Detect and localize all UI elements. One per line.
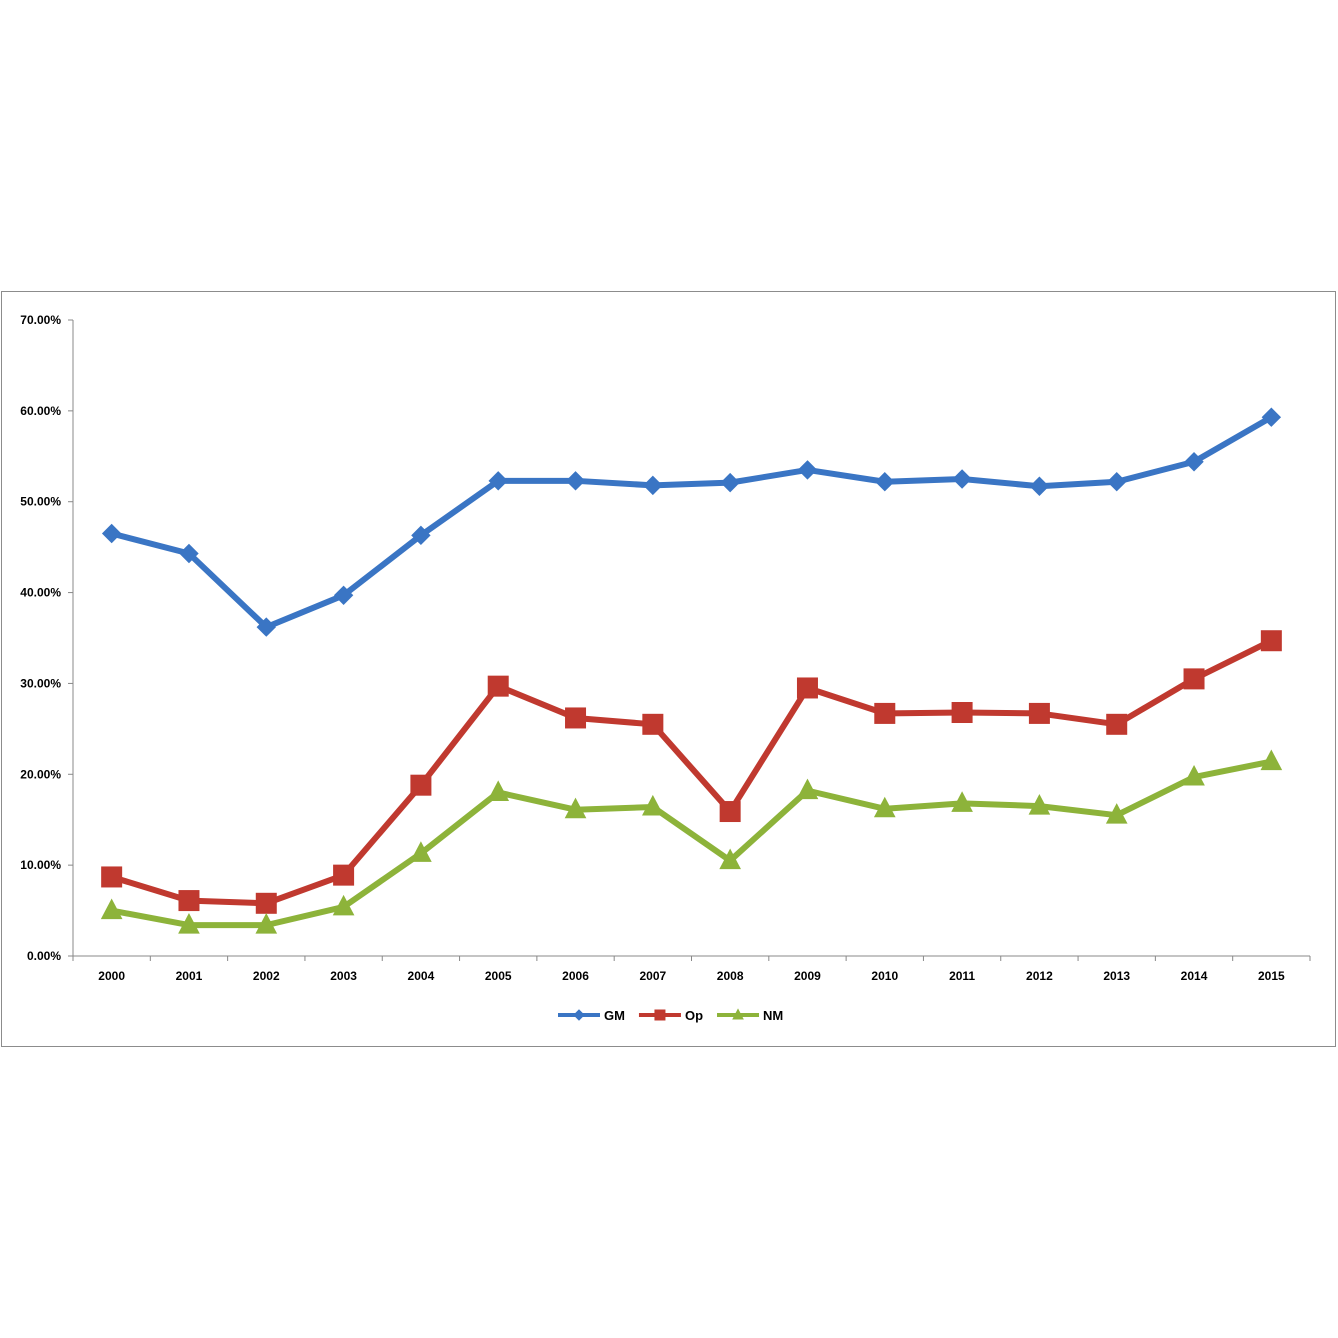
data-point-nm (951, 791, 973, 812)
data-point-nm (564, 797, 587, 819)
data-point-nm (796, 778, 819, 800)
x-tick-label: 2008 (717, 969, 744, 983)
y-tick-label: 40.00% (20, 586, 61, 600)
data-point-op (487, 675, 509, 697)
data-point-nm (487, 780, 510, 801)
x-tick-label: 2005 (485, 969, 512, 983)
series-line-gm (108, 414, 1275, 631)
data-point-gm (256, 617, 276, 637)
data-point-nm (873, 796, 896, 818)
data-point-nm (332, 894, 355, 916)
y-tick-label: 70.00% (20, 313, 61, 327)
data-point-nm (1028, 794, 1051, 815)
data-point-gm (875, 472, 895, 492)
legend-label-gm: GM (604, 1008, 625, 1023)
data-point-op (101, 866, 123, 888)
data-point-gm (720, 472, 740, 493)
legend-marker-nm (732, 1008, 744, 1020)
x-tick-label: 2013 (1103, 969, 1130, 983)
data-point-op (1028, 702, 1050, 724)
data-point-gm (1107, 472, 1127, 492)
x-tick-label: 2004 (408, 969, 435, 983)
series-line-nm (108, 758, 1275, 929)
data-point-nm (100, 898, 123, 920)
data-point-nm (178, 913, 200, 934)
data-point-gm (101, 523, 122, 544)
data-point-op (1260, 630, 1282, 652)
data-point-gm (1261, 407, 1282, 427)
data-point-op (1183, 668, 1205, 690)
data-point-nm (1183, 764, 1205, 786)
y-tick-label: 30.00% (20, 676, 61, 690)
data-point-gm (952, 469, 972, 489)
x-tick-label: 2001 (176, 969, 203, 983)
data-point-gm (565, 471, 586, 491)
x-tick-label: 2011 (949, 969, 975, 983)
data-point-op (178, 890, 200, 912)
x-tick-label: 2006 (562, 969, 589, 983)
x-tick-label: 2003 (330, 969, 357, 983)
x-tick-label: 2010 (871, 969, 898, 983)
data-point-op (255, 892, 277, 914)
x-tick-label: 2000 (98, 969, 125, 983)
y-tick-label: 60.00% (20, 404, 61, 418)
data-point-gm (179, 543, 199, 564)
x-tick-label: 2015 (1258, 969, 1285, 983)
y-tick-label: 50.00% (20, 495, 61, 509)
data-point-nm (410, 841, 432, 862)
data-point-gm (1184, 452, 1204, 472)
data-point-gm (643, 475, 663, 496)
data-point-gm (1029, 476, 1050, 496)
data-point-nm (719, 848, 741, 870)
data-point-op (719, 801, 741, 823)
data-point-gm (488, 471, 508, 491)
x-tick-label: 2014 (1181, 969, 1208, 983)
data-point-gm (797, 460, 818, 480)
data-point-nm (642, 794, 664, 816)
data-point-op (874, 702, 896, 724)
chart-frame (1, 291, 1336, 1047)
x-tick-label: 2002 (253, 969, 280, 983)
y-tick-label: 20.00% (20, 767, 61, 781)
data-point-op (1106, 713, 1128, 735)
legend-marker-gm (573, 1009, 585, 1021)
y-tick-label: 10.00% (20, 858, 61, 872)
x-tick-label: 2007 (639, 969, 666, 983)
data-point-op (796, 677, 818, 699)
data-point-nm (1105, 803, 1128, 824)
x-tick-label: 2012 (1026, 969, 1053, 983)
data-point-op (951, 702, 973, 724)
data-point-op (333, 864, 355, 886)
y-tick-label: 0.00% (27, 949, 61, 963)
data-point-op (565, 707, 587, 729)
data-point-op (410, 774, 432, 796)
data-point-op (642, 713, 664, 735)
x-tick-label: 2009 (794, 969, 821, 983)
data-point-nm (255, 913, 278, 934)
data-point-gm (333, 585, 354, 606)
legend-label-nm: NM (763, 1008, 783, 1023)
legend-marker-op (654, 1009, 666, 1021)
series-line-op (108, 637, 1275, 907)
data-point-nm (1260, 749, 1283, 771)
legend-label-op: Op (685, 1008, 703, 1023)
data-point-gm (411, 525, 431, 546)
